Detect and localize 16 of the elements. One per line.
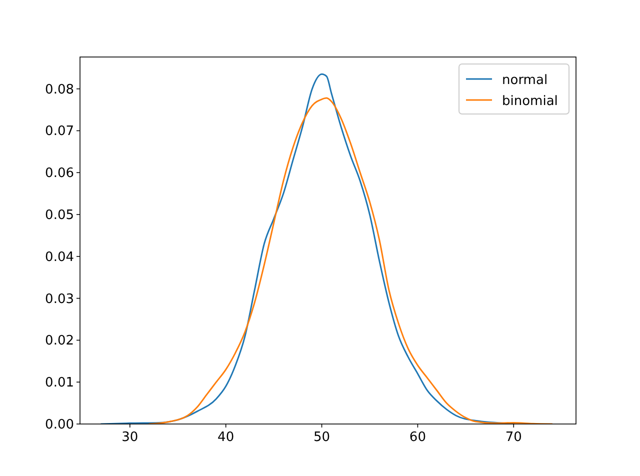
y-tick-label: 0.00 (45, 418, 74, 432)
y-tick-label: 0.04 (45, 250, 74, 265)
y-tick-label: 0.01 (45, 376, 74, 391)
y-tick-label: 0.05 (45, 208, 74, 224)
y-tick-label: 0.06 (45, 166, 74, 182)
x-tick-label: 50 (313, 430, 330, 445)
x-tick-label: 60 (409, 430, 426, 445)
x-tick-label: 30 (122, 430, 138, 445)
y-tick-label: 0.02 (45, 334, 74, 349)
y-tick-label: 0.08 (45, 82, 74, 98)
x-tick-label: 70 (505, 430, 522, 445)
x-tick-label: 40 (218, 430, 234, 445)
y-tick-label: 0.03 (45, 292, 74, 307)
y-tick-label: 0.07 (45, 124, 74, 140)
legend-label: binomial (502, 94, 558, 109)
legend-label: normal (502, 73, 548, 88)
